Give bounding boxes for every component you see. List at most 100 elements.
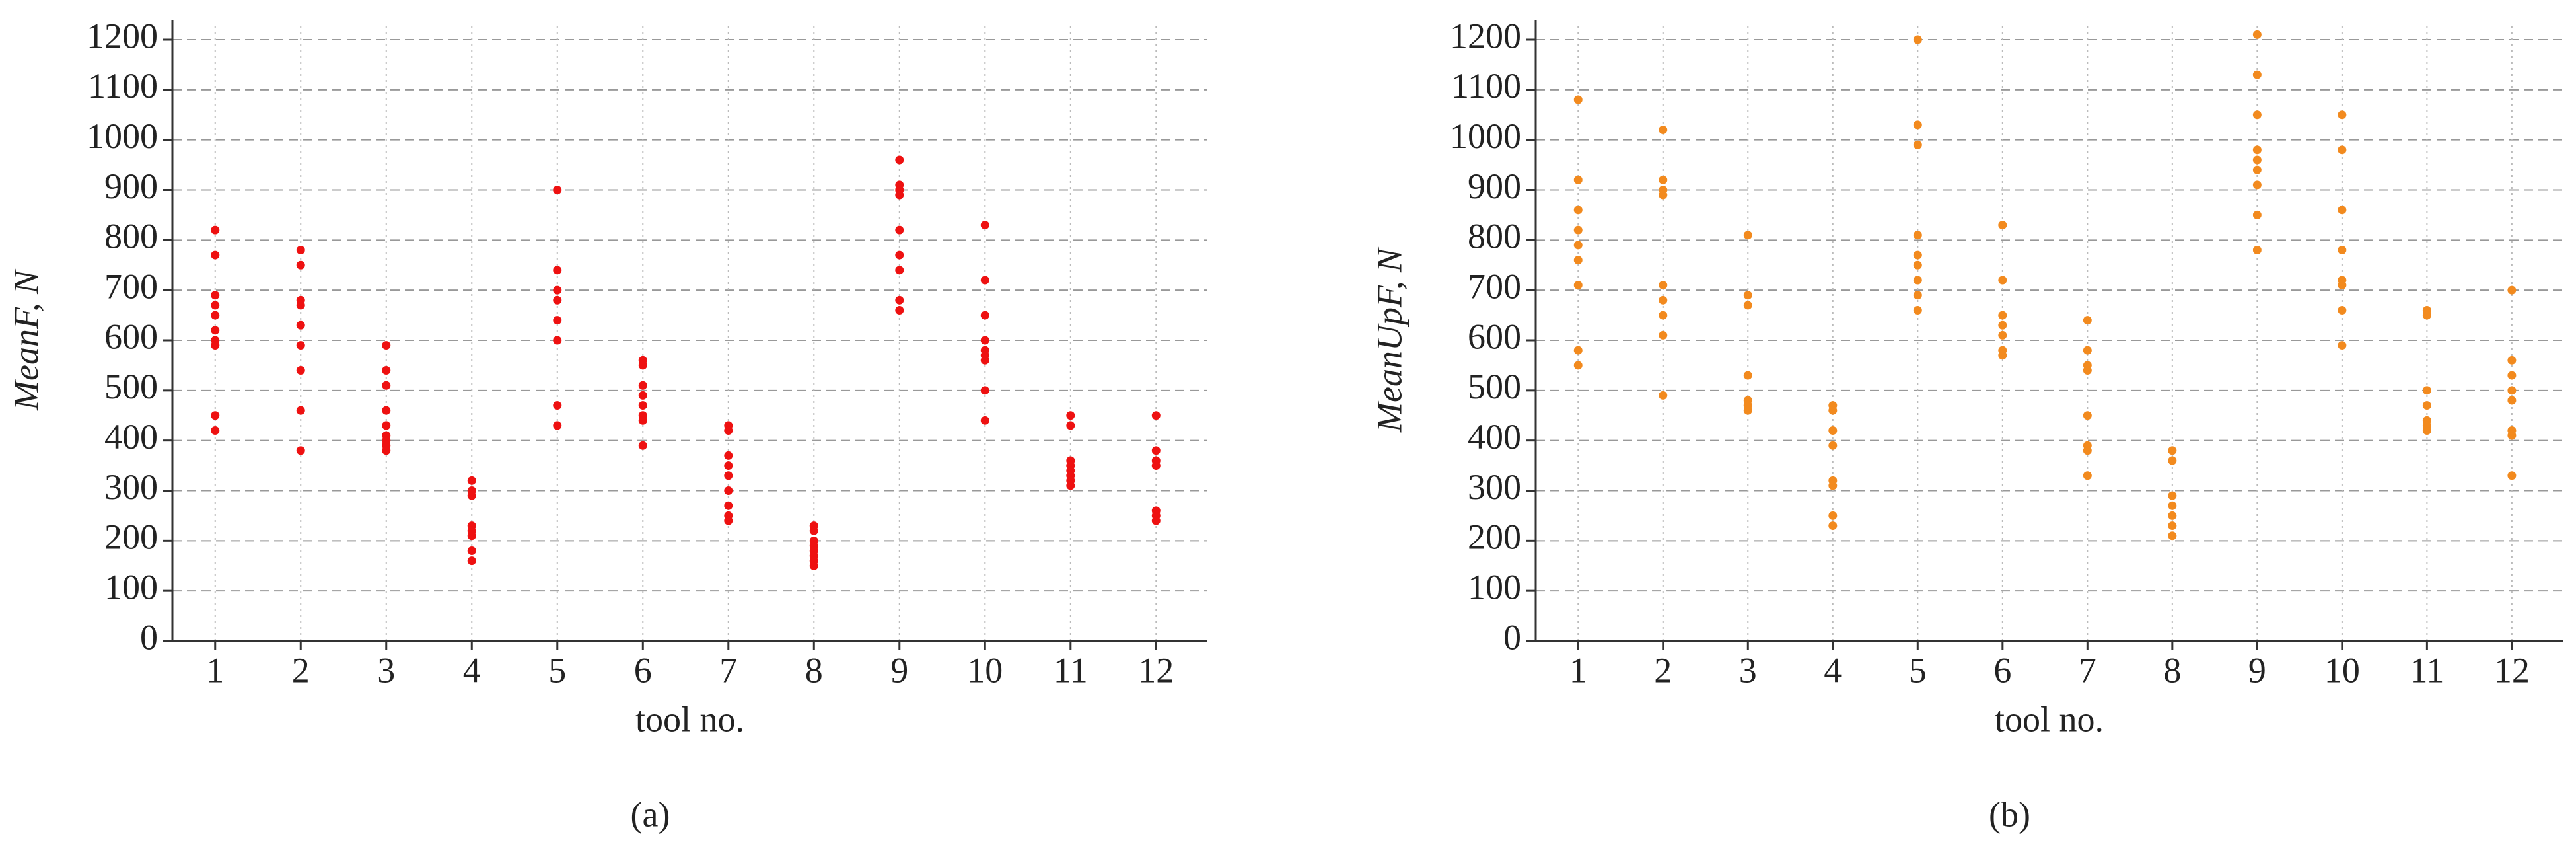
point xyxy=(1913,120,1922,130)
point xyxy=(2252,145,2262,155)
point xyxy=(211,426,220,435)
point xyxy=(638,381,647,390)
point xyxy=(553,336,562,345)
x-tick-label: 7 xyxy=(719,650,737,690)
point xyxy=(1998,330,2007,340)
x-tick-label: 11 xyxy=(1054,650,1088,690)
point xyxy=(895,295,904,305)
y-tick-label: 1000 xyxy=(87,116,158,156)
point xyxy=(1066,411,1075,420)
point xyxy=(2252,70,2262,79)
point xyxy=(1659,311,1668,320)
point xyxy=(895,306,904,315)
point xyxy=(1573,175,1583,184)
point xyxy=(724,501,733,510)
y-tick-label: 100 xyxy=(104,568,158,607)
point xyxy=(2338,110,2347,120)
point xyxy=(1573,256,1583,265)
point xyxy=(1066,421,1075,430)
point xyxy=(2507,431,2517,440)
point xyxy=(467,546,476,555)
point xyxy=(553,186,562,194)
point xyxy=(2168,511,2177,520)
y-tick-label: 1100 xyxy=(1451,66,1521,106)
point xyxy=(2168,501,2177,510)
point xyxy=(1828,441,1838,450)
point xyxy=(2422,401,2431,410)
point xyxy=(1743,231,1752,240)
x-tick-label: 10 xyxy=(967,650,1003,690)
x-tick-label: 5 xyxy=(1909,650,1927,690)
point xyxy=(724,426,733,435)
point xyxy=(1659,126,1668,134)
point xyxy=(1659,391,1668,400)
point xyxy=(638,361,647,370)
point xyxy=(1998,221,2007,230)
point xyxy=(1659,330,1668,340)
point xyxy=(1659,175,1668,184)
caption: (a) xyxy=(631,794,670,834)
point xyxy=(553,401,562,410)
point xyxy=(895,190,904,200)
point xyxy=(724,461,733,470)
x-tick-label: 11 xyxy=(2410,650,2444,690)
point xyxy=(895,266,904,275)
point xyxy=(1913,231,1922,240)
x-tick-label: 9 xyxy=(890,650,908,690)
point xyxy=(1913,250,1922,260)
point xyxy=(296,260,305,270)
point xyxy=(724,451,733,460)
point xyxy=(980,311,989,320)
point xyxy=(980,416,989,425)
y-tick-label: 100 xyxy=(1468,568,1521,607)
point xyxy=(1913,291,1922,300)
point xyxy=(1828,521,1838,531)
point xyxy=(2507,471,2517,480)
y-tick-label: 700 xyxy=(104,267,158,307)
point xyxy=(382,341,391,350)
point xyxy=(1659,295,1668,305)
point xyxy=(2252,110,2262,120)
point xyxy=(2338,145,2347,155)
point xyxy=(1743,301,1752,310)
point xyxy=(1828,481,1838,490)
x-tick-label: 8 xyxy=(2163,650,2181,690)
y-tick-label: 400 xyxy=(1468,417,1521,457)
y-tick-label: 200 xyxy=(1468,517,1521,557)
point xyxy=(2507,371,2517,380)
point xyxy=(296,406,305,415)
point xyxy=(1828,511,1838,520)
x-tick-label: 1 xyxy=(206,650,224,690)
point xyxy=(724,516,733,525)
x-tick-label: 10 xyxy=(2324,650,2360,690)
point xyxy=(2338,281,2347,290)
point xyxy=(296,446,305,455)
point xyxy=(980,336,989,345)
point xyxy=(553,295,562,305)
point xyxy=(2422,386,2431,395)
y-tick-label: 500 xyxy=(104,367,158,406)
y-tick-label: 0 xyxy=(140,617,158,657)
point xyxy=(980,356,989,365)
point xyxy=(382,366,391,375)
point xyxy=(1913,260,1922,270)
point xyxy=(382,421,391,430)
point xyxy=(1573,361,1583,370)
point xyxy=(211,411,220,420)
point xyxy=(2422,311,2431,320)
y-tick-label: 300 xyxy=(1468,467,1521,507)
point xyxy=(553,285,562,295)
point xyxy=(2507,285,2517,295)
point xyxy=(1659,281,1668,290)
x-tick-label: 1 xyxy=(1569,650,1587,690)
point xyxy=(382,406,391,415)
point xyxy=(1573,241,1583,250)
point xyxy=(382,381,391,390)
point xyxy=(467,491,476,500)
x-tick-label: 2 xyxy=(292,650,310,690)
y-tick-label: 200 xyxy=(104,517,158,557)
point xyxy=(1913,306,1922,315)
x-tick-label: 3 xyxy=(377,650,395,690)
point xyxy=(2507,396,2517,405)
point xyxy=(211,341,220,350)
